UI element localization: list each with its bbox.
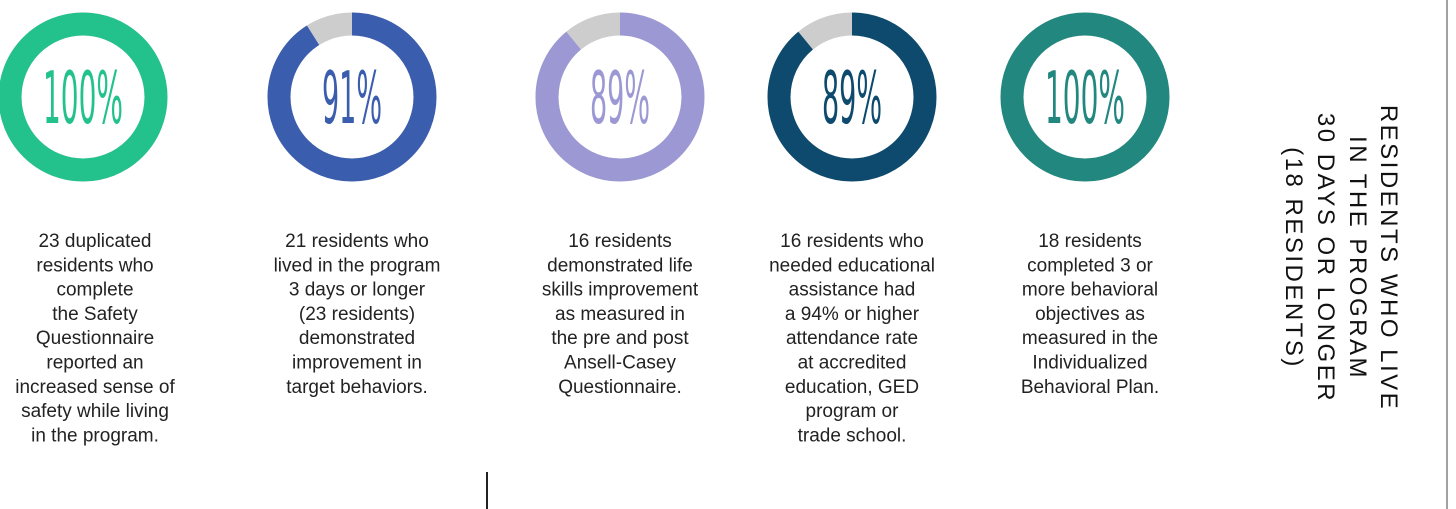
description-line: Questionnaire <box>36 328 154 349</box>
description-line: Ansell-Casey <box>564 353 676 374</box>
description-line: 18 residents <box>1038 231 1142 252</box>
donut-arc <box>535 12 705 182</box>
description-line: at accredited <box>798 353 907 374</box>
description-line: more behavioral <box>1022 280 1158 301</box>
description-line: Individualized <box>1032 353 1147 374</box>
percent-label: 89% <box>822 56 882 140</box>
description-line: assistance had <box>789 280 916 301</box>
donut-arc <box>267 12 437 182</box>
description-line: lived in the program <box>274 255 441 276</box>
description-line: needed educational <box>769 255 935 276</box>
percent-label: 100% <box>43 56 123 140</box>
description-line: (23 residents) <box>299 304 415 325</box>
percent-label: 91% <box>322 56 382 140</box>
description-line: the pre and post <box>551 328 689 349</box>
description-line: in the program. <box>31 425 159 446</box>
description-line: skills improvement <box>542 280 699 301</box>
description-line: completed 3 or <box>1027 255 1153 276</box>
percent-label: 100% <box>1045 56 1125 140</box>
description-line: Questionnaire. <box>558 377 682 398</box>
description-line: the Safety <box>52 304 138 325</box>
side-note-line: RESIDENTS WHO LIVE <box>1375 105 1402 411</box>
description-line: objectives as <box>1035 304 1145 325</box>
percent-label: 89% <box>590 56 650 140</box>
side-note-line: (18 RESIDENTS) <box>1280 147 1307 369</box>
side-note-line: 30 DAYS OR LONGER <box>1312 113 1339 403</box>
donut-arc <box>767 12 937 182</box>
description-line: reported an <box>46 353 143 374</box>
description-line: demonstrated <box>299 328 415 349</box>
description-line: 23 duplicated <box>38 231 151 252</box>
description-line: target behaviors. <box>286 377 428 398</box>
description-line: 21 residents who <box>285 231 429 252</box>
description-line: trade school. <box>798 425 907 446</box>
donut-arc <box>0 12 168 182</box>
description-line: as measured in <box>555 304 685 325</box>
description-line: measured in the <box>1022 328 1158 349</box>
side-note-line: IN THE PROGRAM <box>1344 136 1371 380</box>
description-line: Behavioral Plan. <box>1021 377 1159 398</box>
description-line: demonstrated life <box>547 255 693 276</box>
description-line: residents who <box>36 255 153 276</box>
description-line: 16 residents <box>568 231 672 252</box>
description-line: 3 days or longer <box>289 280 426 301</box>
description-line: program or <box>806 401 900 422</box>
description-line: complete <box>56 280 133 301</box>
description-line: a 94% or higher <box>785 304 920 325</box>
description-line: improvement in <box>292 353 422 374</box>
description-line: education, GED <box>785 377 919 398</box>
description-line: safety while living <box>21 401 169 422</box>
description-line: attendance rate <box>786 328 918 349</box>
donut-arc <box>1000 12 1170 182</box>
description-line: 16 residents who <box>780 231 924 252</box>
description-line: increased sense of <box>15 377 175 398</box>
